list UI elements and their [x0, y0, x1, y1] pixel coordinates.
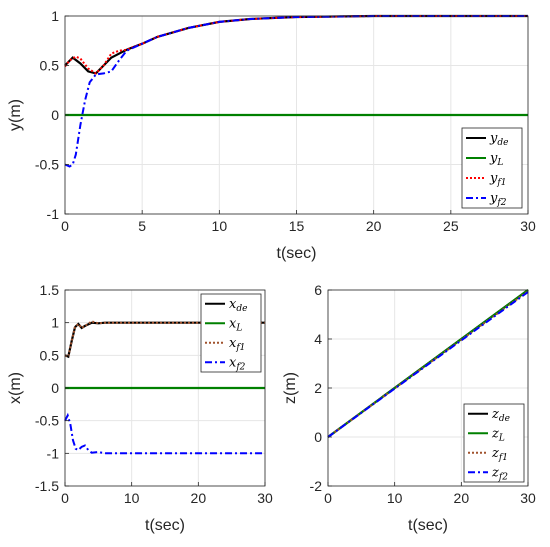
- x-tick-label: 0: [324, 490, 332, 506]
- legend-label: zL: [491, 426, 505, 443]
- x-tick-label: 0: [61, 218, 69, 234]
- y-tick-label: -1.5: [35, 478, 59, 494]
- x-tick-label: 10: [387, 490, 403, 506]
- y-tick-label: 4: [314, 331, 322, 347]
- y-tick-label: 1: [51, 8, 59, 24]
- x-tick-label: 30: [520, 490, 536, 506]
- y-tick-label: 0.5: [40, 347, 60, 363]
- x-tick-label: 25: [443, 218, 459, 234]
- x-tick-label: 30: [520, 218, 536, 234]
- y-tick-label: 1.5: [40, 282, 60, 298]
- legend-box: [200, 293, 262, 373]
- x-tick-label: 20: [366, 218, 382, 234]
- x-tick-label: 10: [212, 218, 228, 234]
- x-tick-label: 20: [454, 490, 470, 506]
- y-tick-label: -2: [310, 478, 323, 494]
- legend-label: zf1: [491, 446, 508, 463]
- x-tick-label: 30: [257, 490, 273, 506]
- legend-label: yL: [489, 151, 503, 168]
- y-tick-label: -0.5: [35, 413, 59, 429]
- y-tick-label: 1: [51, 315, 59, 331]
- legend: yde yL yf1 yf2: [461, 127, 523, 209]
- legend-label: zde: [491, 407, 510, 424]
- series-line-y-f2: [64, 15, 528, 168]
- legend-label: xde: [229, 297, 247, 314]
- legend-box: [463, 403, 525, 483]
- y-tick-label: -0.5: [35, 157, 59, 173]
- legend-label: xf2: [229, 355, 246, 372]
- series-line-z-f2: [327, 291, 529, 438]
- y-axis-label: x(m): [7, 372, 24, 404]
- series-line-x-f1: [64, 320, 265, 358]
- x-axis-label: t(sec): [408, 517, 448, 534]
- bottom-left-chart-x: 0 10 20 30 -1.5 -1 -0.5 0 0.5 1 1.5 t(sec) x(m) xde xL…: [7, 282, 273, 534]
- x-tick-label: 5: [138, 218, 146, 234]
- y-tick-label: 0.5: [40, 58, 60, 74]
- y-axis-label: y(m): [7, 99, 24, 131]
- top-chart-y: 0 5 10 15 20 25 30 -1 -0.5 0 0.5 1 t(sec) y(m) yde yL yf…: [7, 8, 536, 262]
- y-tick-label: 0: [51, 380, 59, 396]
- y-axis-label: z(m): [282, 372, 299, 404]
- legend-label: yde: [489, 131, 508, 148]
- legend-label: zf2: [491, 465, 508, 482]
- x-tick-label: 10: [124, 490, 140, 506]
- x-tick-label: 20: [191, 490, 207, 506]
- y-tick-label: -1: [47, 206, 60, 222]
- x-tick-label: 15: [289, 218, 305, 234]
- legend-label: xL: [229, 316, 242, 333]
- y-tick-label: 0: [51, 107, 59, 123]
- legend: xde xL xf1 xf2: [200, 293, 262, 373]
- x-tick-label: 0: [61, 490, 69, 506]
- legend: zde zL zf1 zf2: [463, 403, 525, 483]
- x-axis-label: t(sec): [277, 245, 317, 262]
- y-tick-label: 0: [314, 429, 322, 445]
- y-tick-label: 6: [314, 282, 322, 298]
- x-axis-label: t(sec): [145, 517, 185, 534]
- legend-label: yf1: [489, 171, 506, 188]
- legend-box: [461, 127, 523, 209]
- y-tick-label: 2: [314, 380, 322, 396]
- y-tick-label: -1: [47, 445, 60, 461]
- legend-label: yf2: [489, 191, 507, 208]
- series-line-x-f2: [64, 412, 265, 455]
- legend-label: xf1: [229, 336, 245, 353]
